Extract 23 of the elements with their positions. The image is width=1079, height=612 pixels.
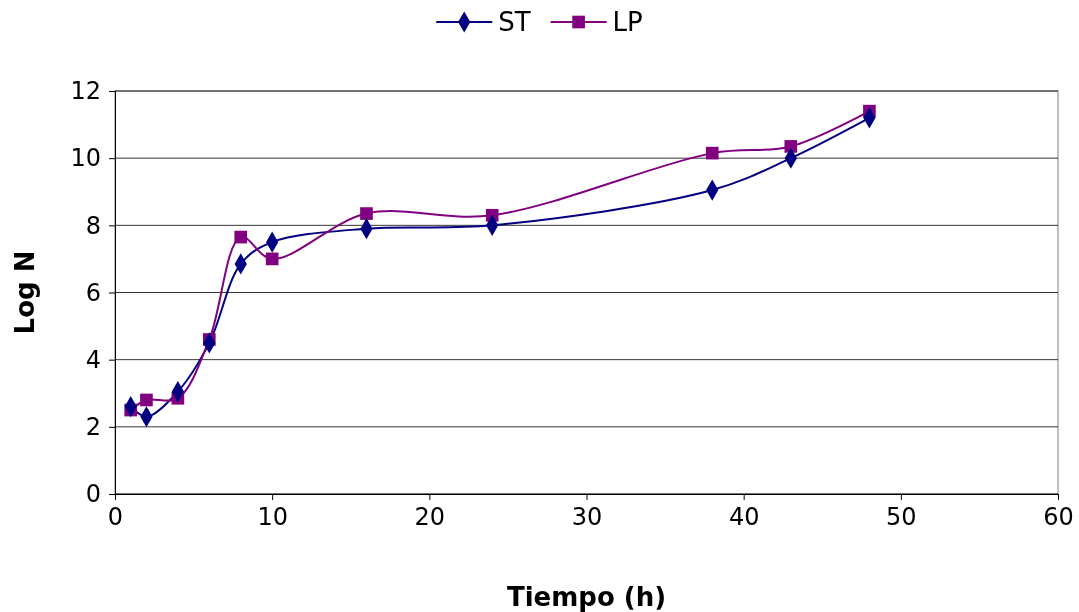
point: [265, 252, 279, 266]
point: [234, 230, 248, 244]
y-tick-label: 6: [85, 278, 101, 307]
x-tick-label: 30: [571, 503, 603, 532]
legend-label: LP: [612, 7, 643, 37]
point: [140, 393, 153, 407]
y-tick-label: 10: [70, 144, 101, 173]
y-tick-label: 2: [85, 413, 101, 442]
y-tick-label: 0: [85, 480, 101, 509]
x-tick-label: 20: [414, 503, 446, 532]
y-tick-label: 8: [85, 211, 101, 240]
y-tick-label: 4: [85, 345, 101, 374]
x-axis-title: Tiempo (h): [506, 582, 667, 612]
x-tick-label: 60: [1043, 503, 1074, 532]
y-axis-title: Log N: [10, 250, 40, 335]
legend-label: ST: [498, 7, 531, 37]
point: [360, 207, 373, 220]
x-tick-label: 50: [886, 503, 917, 532]
x-tick-label: 0: [107, 503, 124, 532]
x-tick-label: 10: [257, 503, 288, 532]
point: [705, 146, 719, 160]
x-tick-label: 40: [728, 503, 760, 532]
y-tick-label: 12: [70, 77, 101, 106]
